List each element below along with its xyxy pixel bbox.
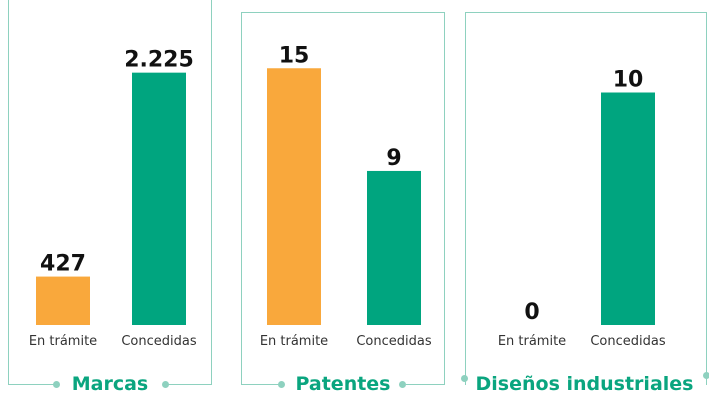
panel-patentes: 15 En trámite 9 Concedidas Patentes (241, 0, 445, 394)
chart-patentes: 15 En trámite 9 Concedidas (260, 43, 432, 349)
value-label: 10 (613, 68, 644, 93)
bar-en-tramite (267, 68, 321, 326)
title-dot-right (399, 381, 406, 388)
title-dot-left (461, 375, 468, 382)
category-label: Concedidas (590, 334, 665, 349)
panel-baseline-right (406, 383, 445, 385)
panel-frame (465, 12, 707, 385)
value-label: 427 (40, 252, 86, 277)
category-label: En trámite (29, 334, 97, 349)
panel-baseline-left (241, 383, 279, 385)
panel-frame (8, 0, 212, 385)
title-dot-right (162, 381, 169, 388)
bar-concedidas (601, 92, 655, 325)
panel-frame (241, 12, 445, 385)
panel-disenos: 0 En trámite 10 Concedidas Diseños industri… (461, 0, 709, 394)
title-dot-left (53, 381, 60, 388)
title-dot-right (703, 372, 709, 379)
panel-title-marcas: Marcas (71, 373, 149, 395)
panel-title-patentes: Patentes (295, 373, 391, 395)
panel-baseline-right (168, 383, 212, 385)
bar-concedidas (367, 170, 421, 325)
panel-marcas: 427 En trámite 2.225 Concedidas Marcas (8, 0, 212, 394)
bar-concedidas (132, 72, 186, 325)
category-label: Concedidas (121, 334, 196, 349)
value-label: 2.225 (124, 48, 194, 73)
panel-title-disenos: Diseños industriales (475, 373, 694, 395)
value-label: 15 (279, 43, 310, 68)
chart-disenos: 0 En trámite 10 Concedidas (498, 68, 666, 350)
category-label: Concedidas (356, 334, 431, 349)
category-label: En trámite (498, 334, 566, 349)
panel-baseline-left (8, 383, 54, 385)
value-label: 9 (386, 146, 401, 171)
title-dot-left (278, 381, 285, 388)
bar-en-tramite (36, 276, 90, 325)
category-label: En trámite (260, 334, 328, 349)
chart-marcas: 427 En trámite 2.225 Concedidas (29, 48, 197, 349)
value-label: 0 (524, 300, 539, 325)
